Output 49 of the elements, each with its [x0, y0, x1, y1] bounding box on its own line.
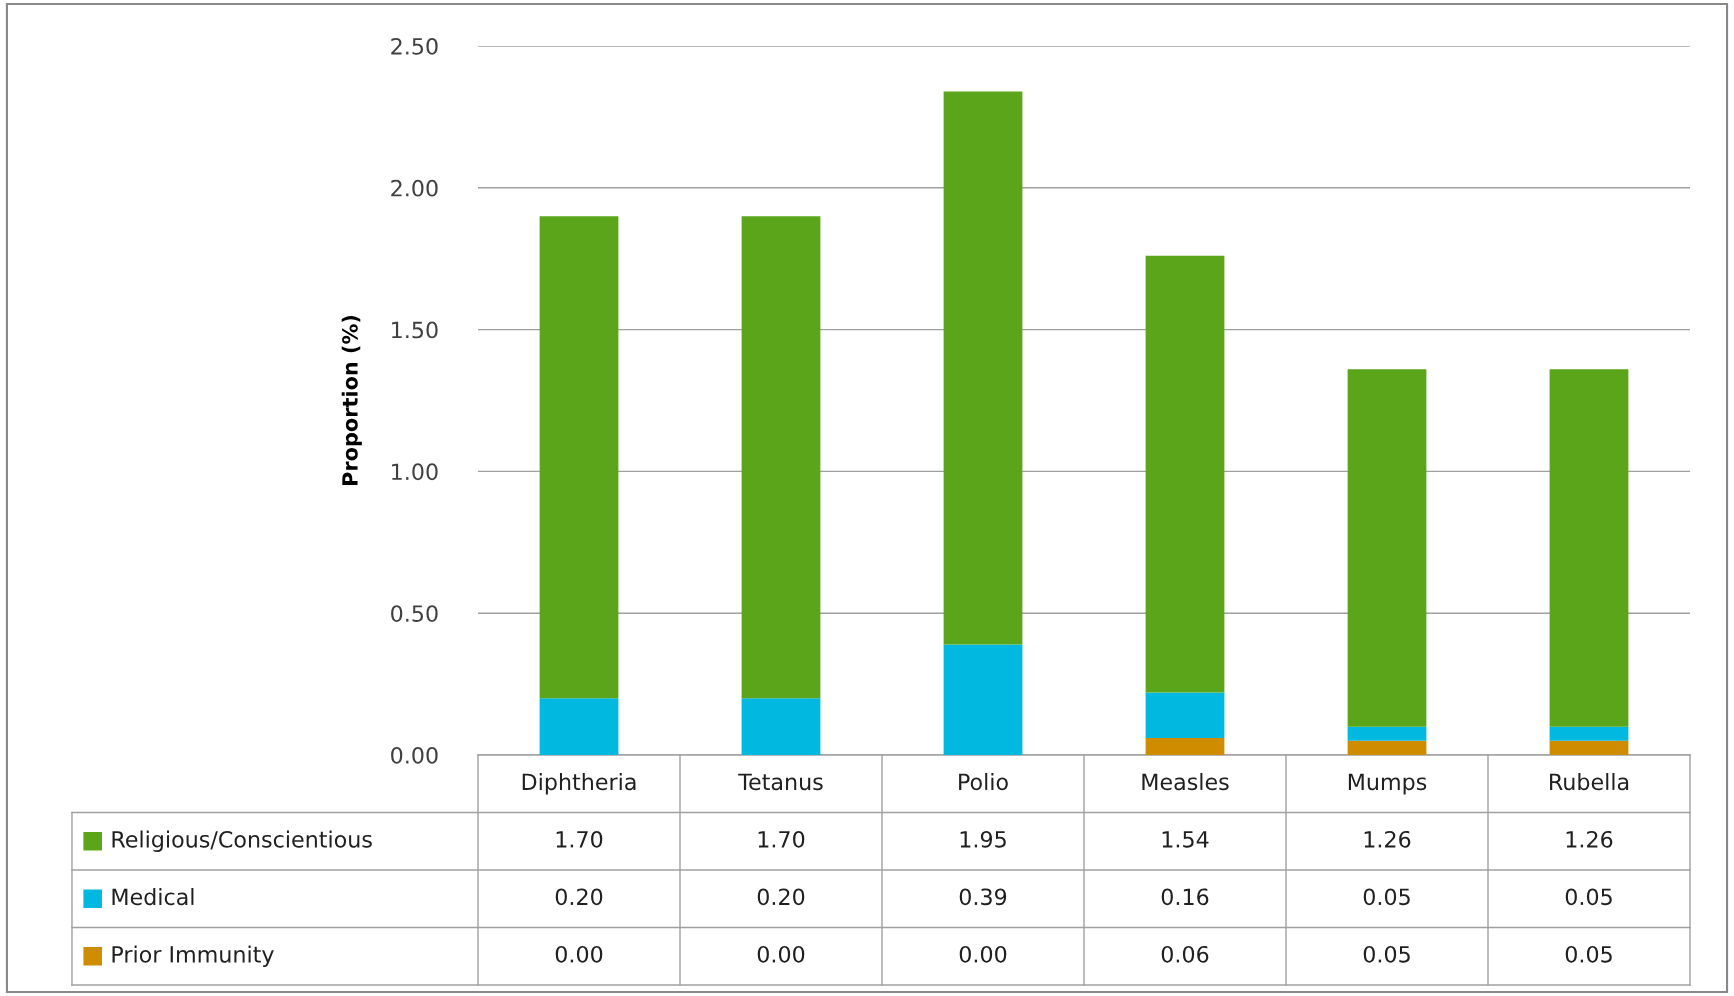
data-label: 1.95	[960, 830, 1006, 848]
y-tick-label: 1.00	[392, 463, 438, 481]
bar	[1549, 726, 1629, 741]
data-label: 1.54	[1162, 831, 1209, 848]
data-label: 0.00	[959, 945, 1007, 963]
data-label: 0.16	[1161, 888, 1209, 906]
data-label: 1.26	[1566, 830, 1613, 848]
x-tick-label: Diphtheria	[522, 773, 636, 795]
data-label: 0.05	[1565, 888, 1612, 906]
bar	[1347, 369, 1427, 727]
bar	[1347, 726, 1427, 741]
bar	[539, 216, 619, 699]
bar	[1347, 740, 1427, 755]
legend-label: Prior Immunity	[112, 945, 274, 967]
bar	[741, 216, 821, 699]
data-label: 0.20	[555, 888, 603, 906]
bar	[1145, 692, 1225, 738]
bar	[1549, 740, 1629, 755]
x-tick-label: Rubella	[1550, 773, 1629, 791]
data-label: 0.20	[757, 888, 805, 906]
data-label: 0.39	[959, 888, 1007, 906]
data-label: 0.05	[1363, 888, 1410, 906]
x-tick-label: Mumps	[1348, 773, 1427, 795]
legend-label: Religious/Conscientious	[112, 830, 372, 852]
bar	[1145, 737, 1225, 755]
bar	[943, 644, 1023, 755]
bar	[1549, 369, 1629, 727]
data-label: 1.70	[758, 830, 805, 848]
bar	[1145, 255, 1225, 693]
x-tick-label: Polio	[959, 773, 1008, 791]
y-axis-title: Proportion (%)	[341, 315, 362, 485]
data-label: 0.00	[555, 945, 603, 963]
y-tick-label: 0.50	[391, 605, 438, 622]
legend-label: Medical	[112, 888, 194, 906]
y-tick-label: 2.00	[391, 179, 438, 197]
data-label: 0.00	[757, 945, 805, 963]
bar	[943, 91, 1023, 645]
data-label: 0.05	[1363, 945, 1410, 963]
bar	[539, 698, 619, 755]
data-label: 1.26	[1364, 830, 1411, 848]
y-tick-label: 1.50	[392, 321, 438, 339]
x-tick-label: Tetanus	[738, 773, 823, 791]
x-tick-label: Measles	[1142, 773, 1229, 791]
bar	[741, 698, 821, 755]
y-tick-label: 0.00	[391, 746, 438, 764]
y-tick-label: 2.50	[391, 37, 438, 55]
data-label: 0.06	[1161, 945, 1209, 963]
data-label: 0.05	[1565, 945, 1612, 963]
data-label: 1.70	[556, 830, 603, 848]
